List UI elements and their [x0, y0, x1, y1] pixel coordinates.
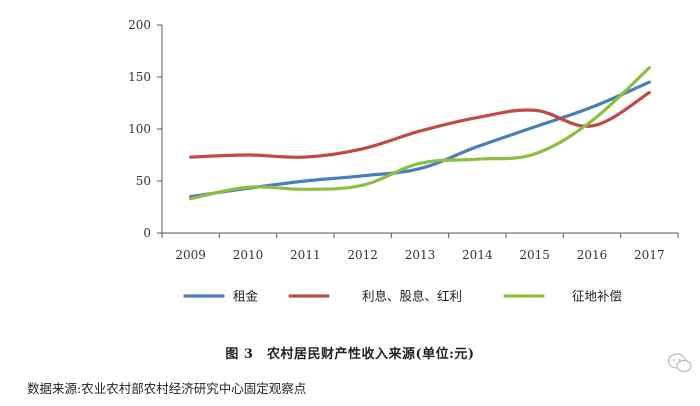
y-tick-label: 0 — [143, 226, 151, 240]
y-tick-label: 50 — [136, 174, 151, 188]
x-tick-label: 2013 — [405, 248, 436, 262]
series-line-2 — [189, 91, 651, 159]
x-tick-label: 2011 — [290, 248, 321, 262]
data-source-note: 数据来源:农业农村部农村经济研究中心固定观察点 — [27, 381, 307, 396]
x-tick-label: 2015 — [519, 248, 550, 262]
y-tick-label: 150 — [128, 70, 151, 84]
x-tick-label: 2010 — [233, 248, 264, 262]
x-tick-label: 2012 — [347, 248, 378, 262]
chart-caption: 图 3 农村居民财产性收入来源(单位:元) — [225, 347, 475, 362]
x-tick-label: 2017 — [634, 248, 665, 262]
x-tick-label: 2016 — [577, 248, 608, 262]
series-line-1 — [189, 80, 651, 199]
legend-label-3: 征地补偿 — [572, 289, 622, 304]
legend-label-1: 租金 — [233, 289, 259, 304]
series-line-3 — [189, 66, 651, 201]
x-tick-label: 2014 — [462, 248, 493, 262]
y-tick-label: 100 — [128, 122, 151, 136]
wechat-watermark-icon — [667, 353, 692, 373]
legend-label-2: 利息、股息、红利 — [362, 289, 462, 304]
x-tick-label: 2009 — [175, 248, 206, 262]
x-axis: 2009 2010 2011 2012 2013 2014 2015 2016 2017 — [161, 232, 679, 262]
y-tick-label: 200 — [128, 18, 151, 32]
y-axis: 0 50 100 150 200 — [128, 18, 163, 240]
series-lines — [189, 66, 651, 201]
legend: 租金 利息、股息、红利 征地补偿 — [183, 289, 622, 304]
